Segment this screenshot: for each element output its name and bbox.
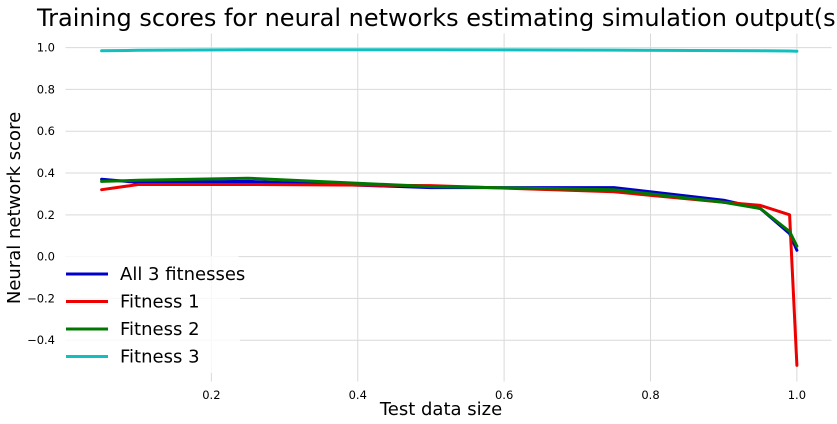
- x-tick-label: 0.2: [202, 388, 220, 402]
- series-line-fitness-3: [100, 48, 799, 53]
- x-tick-label: 1.0: [788, 388, 806, 402]
- x-axis-label: Test data size: [379, 399, 502, 420]
- y-tick-label: 0.2: [37, 208, 55, 222]
- y-tick-label: 1.0: [37, 41, 55, 55]
- y-tick-label: 0.6: [37, 124, 55, 138]
- x-tick-label: 0.4: [349, 388, 367, 402]
- legend-label-fitness-3: Fitness 3: [120, 347, 200, 368]
- x-tick-label: 0.6: [495, 388, 513, 402]
- y-axis-label: Neural network score: [4, 112, 25, 304]
- series-line-fitness-1: [100, 183, 799, 367]
- y-tick-label: 0.8: [37, 82, 55, 96]
- legend: All 3 fitnesses Fitness 1 Fitness 2 Fitness…: [60, 256, 245, 373]
- y-tick-label: −0.2: [27, 291, 55, 305]
- series-lines: [100, 48, 799, 367]
- y-tick-label: 0.4: [37, 166, 55, 180]
- y-tick-label: −0.4: [27, 333, 55, 347]
- x-tick-label: 0.8: [641, 388, 659, 402]
- chart-title: Training scores for neural networks esti…: [36, 4, 837, 32]
- plot-area: [64, 32, 833, 383]
- legend-label-fitness-1: Fitness 1: [120, 292, 200, 313]
- tick-labels: 0.2 0.4 0.6 0.8 1.0 −0.4 −0.2 0.0 0.2 0.4 0.6 0.8 1.…: [27, 41, 806, 402]
- legend-box: [60, 256, 240, 373]
- y-tick-label: 0.0: [37, 250, 55, 264]
- series-line-fitness-2: [100, 176, 799, 248]
- legend-label-fitness-2: Fitness 2: [120, 319, 200, 340]
- legend-label-all-3-fitnesses: All 3 fitnesses: [120, 264, 245, 285]
